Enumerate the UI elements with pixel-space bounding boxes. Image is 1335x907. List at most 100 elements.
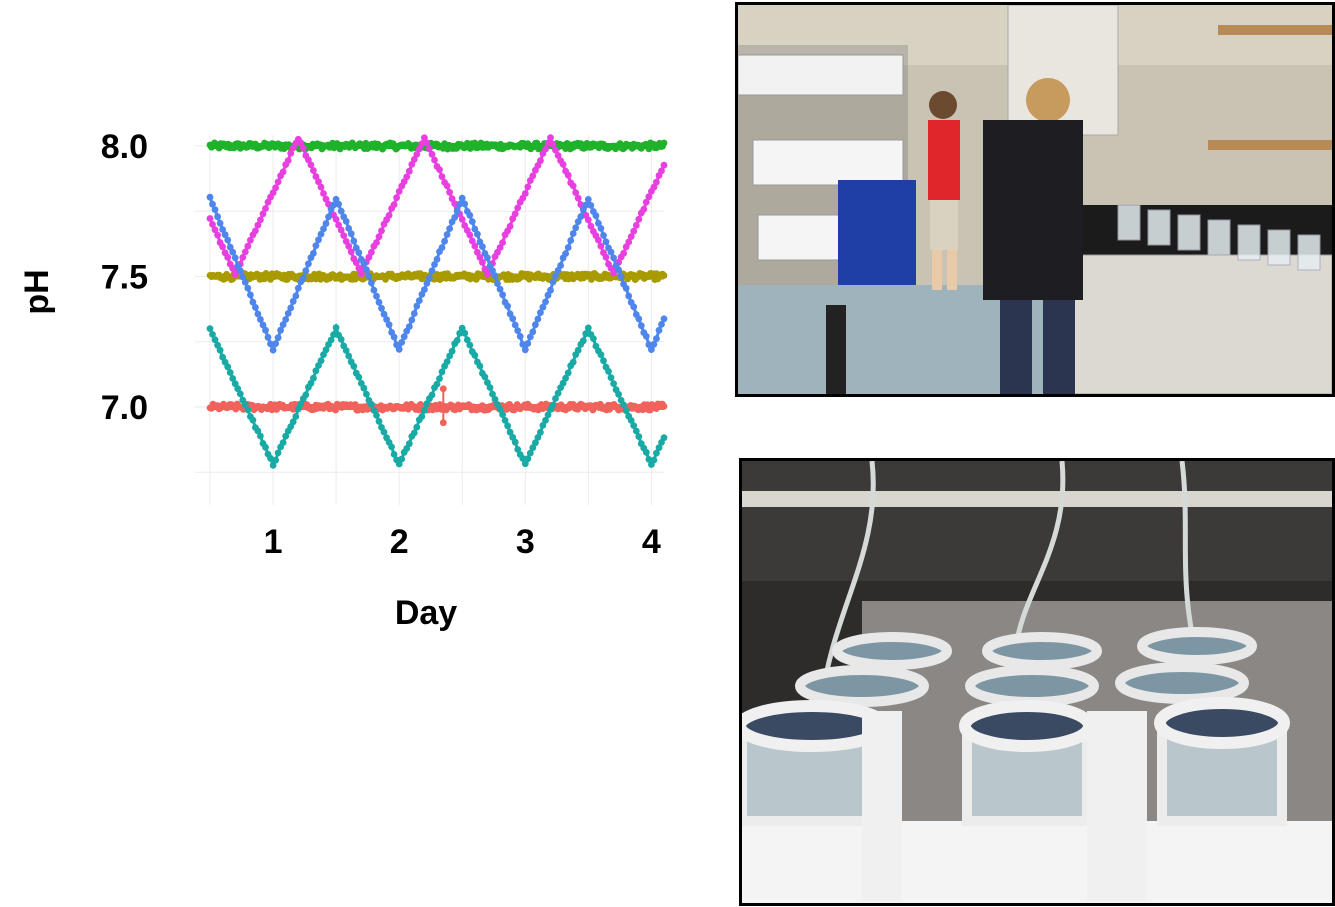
data-point [398, 455, 406, 463]
data-point [564, 244, 572, 251]
data-point [405, 323, 413, 330]
data-point [574, 194, 582, 202]
data-point [289, 418, 297, 426]
data-point [567, 237, 575, 244]
data-point [214, 231, 222, 239]
data-point [448, 347, 456, 355]
data-point [564, 369, 572, 377]
data-point [335, 200, 342, 208]
data-point [514, 327, 522, 334]
data-point [294, 405, 302, 413]
lab-photo [735, 2, 1335, 397]
data-point [282, 432, 290, 440]
data-point [574, 346, 582, 354]
data-point [496, 285, 504, 293]
data-point [375, 417, 383, 425]
data-point [211, 226, 219, 234]
data-point [509, 315, 517, 323]
data-point [249, 416, 257, 424]
data-point [221, 231, 229, 239]
data-point [388, 443, 395, 451]
data-point [236, 267, 244, 274]
data-point [393, 194, 400, 202]
data-point [400, 333, 408, 341]
data-point [259, 210, 267, 218]
data-point [252, 227, 259, 235]
data-point [554, 152, 562, 159]
data-point [650, 456, 658, 464]
data-point [322, 346, 330, 354]
data-point [600, 357, 607, 365]
data-point [431, 261, 438, 268]
data-point [653, 178, 660, 186]
data-point [373, 239, 380, 246]
data-point [262, 326, 269, 334]
data-point [297, 400, 305, 408]
y-tick-label: 7.5 [101, 259, 148, 297]
data-point [305, 156, 312, 164]
data-point [532, 439, 539, 447]
data-point [224, 236, 232, 244]
data-point [254, 221, 262, 229]
data-point [337, 207, 345, 215]
data-point [322, 220, 330, 227]
x-axis-label: Day [395, 594, 457, 632]
data-point [537, 428, 544, 436]
data-point [597, 351, 605, 359]
data-point [584, 216, 592, 224]
data-point [471, 351, 479, 359]
data-point [244, 406, 252, 414]
data-point [209, 200, 216, 208]
data-point [602, 238, 610, 246]
data-point [368, 248, 375, 256]
data-point [272, 184, 279, 192]
tanks-photo [739, 458, 1335, 906]
data-point [410, 310, 418, 317]
data-point [342, 347, 350, 354]
data-point [239, 273, 247, 281]
data-point [332, 215, 340, 223]
data-point [274, 334, 282, 342]
data-point [524, 340, 532, 347]
data-point [413, 423, 421, 431]
data-point [247, 236, 254, 244]
chart-series-layer [206, 133, 668, 470]
data-point [284, 157, 292, 165]
data-point [534, 315, 542, 323]
data-point [395, 345, 403, 353]
data-point [264, 333, 272, 341]
data-point [257, 432, 264, 440]
data-point [549, 278, 557, 286]
data-point [481, 265, 489, 273]
x-tick-label: 4 [642, 523, 661, 561]
data-point [602, 253, 610, 261]
data-point [552, 146, 559, 154]
data-point [443, 182, 451, 190]
data-point [206, 193, 214, 201]
data-point [352, 259, 360, 267]
data-point [224, 253, 232, 261]
data-point [267, 454, 274, 462]
data-point [438, 173, 446, 181]
data-point [660, 434, 668, 442]
data-point [461, 329, 469, 337]
data-point [408, 316, 416, 324]
data-point [206, 215, 214, 222]
data-point [499, 239, 506, 247]
data-point [262, 205, 269, 212]
x-tick-label: 1 [264, 523, 283, 561]
data-point [428, 150, 436, 158]
data-point [332, 324, 340, 331]
data-point [640, 205, 648, 213]
data-point [272, 456, 279, 464]
data-point [554, 389, 562, 397]
data-point [466, 341, 474, 349]
data-point [294, 284, 302, 292]
data-point [569, 182, 577, 190]
data-point [438, 244, 446, 251]
data-point [514, 204, 522, 212]
data-point [451, 214, 459, 221]
data-point [653, 449, 660, 457]
data-point [655, 444, 663, 452]
data-point [443, 231, 451, 238]
